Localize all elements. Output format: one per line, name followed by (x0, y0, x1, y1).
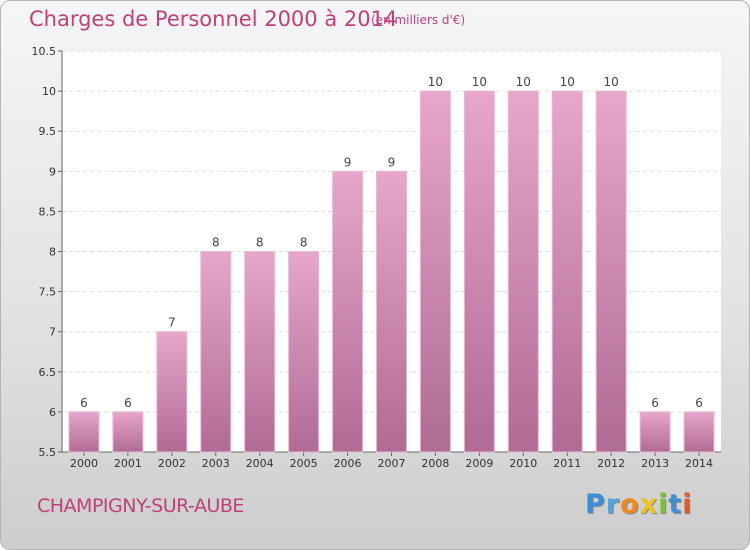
y-tick-label: 10.5 (32, 45, 57, 58)
x-tick-label: 2004 (246, 457, 274, 470)
bar (200, 251, 232, 453)
x-tick-label: 2009 (465, 457, 493, 470)
bar-value-label: 7 (168, 316, 176, 330)
bar-value-label: 9 (388, 155, 396, 169)
bar (551, 90, 583, 453)
bar-value-label: 6 (80, 396, 88, 410)
bar (112, 411, 144, 453)
logo-letter: t (668, 489, 683, 520)
bar (288, 251, 320, 453)
x-tick-label: 2001 (114, 457, 142, 470)
bar-value-label: 10 (560, 75, 575, 89)
bar (419, 90, 451, 453)
y-tick-label: 9 (49, 165, 56, 178)
bar-value-label: 9 (344, 155, 352, 169)
bar (332, 170, 364, 453)
x-tick-label: 2003 (202, 457, 230, 470)
bar-value-label: 8 (256, 236, 264, 250)
x-tick-label: 2011 (553, 457, 581, 470)
y-tick-label: 9.5 (39, 125, 57, 138)
x-tick-label: 2006 (334, 457, 362, 470)
y-tick-label: 6 (49, 406, 56, 419)
x-tick-label: 2008 (421, 457, 449, 470)
y-tick-label: 7.5 (39, 286, 57, 299)
logo-letter: o (620, 489, 640, 520)
bars (68, 90, 715, 453)
y-tick-label: 7 (49, 326, 56, 339)
bar-value-label: 10 (428, 75, 443, 89)
labels: 5.5 6 6.5 7 7.5 8 8.5 9 9.5 10 10.5 6 2000 6 2001 7 2002… (32, 45, 714, 470)
bar (156, 331, 188, 453)
x-tick-label: 2007 (378, 457, 406, 470)
x-tick-label: 2013 (641, 457, 669, 470)
x-tick-label: 2014 (685, 457, 713, 470)
chart-title: Charges de Personnel 2000 à 2014 (29, 7, 398, 31)
logo-letter: P (585, 489, 606, 520)
y-tick-label: 6.5 (39, 366, 57, 379)
bar-value-label: 10 (604, 75, 619, 89)
logo-letter: r (605, 489, 621, 520)
y-tick-label: 5.5 (39, 446, 57, 459)
bar-value-label: 10 (516, 75, 531, 89)
logo-letter: i (658, 489, 669, 520)
bar (376, 170, 407, 453)
bar (463, 90, 495, 453)
bar (683, 411, 715, 453)
bar-value-label: 6 (124, 396, 132, 410)
bar-value-label: 10 (472, 75, 487, 89)
logo-letter: i (682, 489, 693, 520)
x-tick-label: 2012 (597, 457, 625, 470)
chart-subtitle: (en milliers d'€) (371, 13, 466, 27)
bar-value-label: 6 (651, 396, 659, 410)
commune-name: CHAMPIGNY-SUR-AUBE (37, 495, 244, 517)
bar-value-label: 6 (695, 396, 703, 410)
bar (68, 411, 100, 453)
x-tick-label: 2000 (70, 457, 98, 470)
bar (639, 411, 671, 453)
x-tick-label: 2005 (290, 457, 318, 470)
y-tick-label: 8 (49, 246, 56, 259)
bar-value-label: 8 (212, 236, 220, 250)
bar-value-label: 8 (300, 236, 308, 250)
proxiti-logo: Proxiti (585, 489, 693, 520)
logo-letter: x (639, 489, 659, 520)
x-tick-label: 2010 (509, 457, 537, 470)
bar (507, 90, 539, 453)
bar (595, 90, 627, 453)
bar (244, 251, 276, 453)
y-tick-label: 8.5 (39, 205, 57, 218)
y-tick-label: 10 (42, 85, 56, 98)
x-tick-label: 2002 (158, 457, 186, 470)
